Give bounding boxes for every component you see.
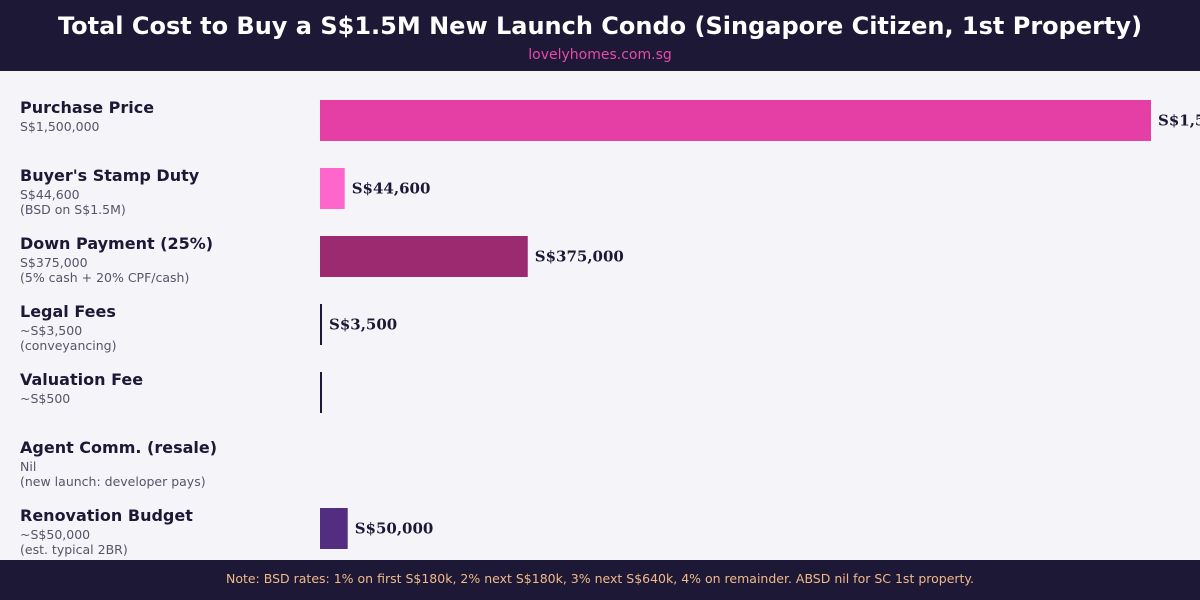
site-name: lovelyhomes.com.sg	[528, 47, 672, 63]
row-label: Agent Comm. (resale)	[20, 438, 217, 457]
row-label: Buyer's Stamp Duty	[20, 166, 200, 185]
row-sublabel: (est. typical 2BR)	[20, 542, 128, 557]
chart-row: Purchase Price S$1,500,000 S$1,500,000	[20, 98, 1200, 141]
chart-row: Agent Comm. (resale) Nil(new launch: deve…	[20, 438, 217, 489]
row-sublabel: (5% cash + 20% CPF/cash)	[20, 270, 189, 285]
bar	[320, 372, 322, 413]
bar-value-label: S$375,000	[535, 248, 624, 266]
bar	[320, 236, 528, 277]
bar-value-label: S$44,600	[352, 180, 431, 198]
row-sublabel: (conveyancing)	[20, 338, 116, 353]
row-label: Legal Fees	[20, 302, 116, 321]
row-sublabel: (BSD on S$1.5M)	[20, 202, 126, 217]
header: Total Cost to Buy a S$1.5M New Launch Co…	[0, 0, 1200, 71]
row-sublabel: S$44,600	[20, 187, 80, 202]
chart-row: Legal Fees ~S$3,500(conveyancing) S$3,500	[20, 302, 397, 353]
row-label: Down Payment (25%)	[20, 234, 213, 253]
row-sublabel: S$375,000	[20, 255, 88, 270]
chart-row: Valuation Fee ~S$500	[20, 370, 322, 413]
row-sublabel: Nil	[20, 459, 36, 474]
cost-bar-chart: Purchase Price S$1,500,000 S$1,500,000 Buye…	[20, 98, 1200, 557]
row-sublabel: ~S$50,000	[20, 527, 90, 542]
bar-value-label: S$1,500,000	[1158, 112, 1200, 130]
bar	[320, 100, 1151, 141]
row-sublabel: ~S$3,500	[20, 323, 82, 338]
row-label: Purchase Price	[20, 98, 154, 117]
row-label: Valuation Fee	[20, 370, 143, 389]
footnote: Note: BSD rates: 1% on first S$180k, 2% …	[225, 571, 975, 586]
bar-value-label: S$3,500	[329, 316, 397, 334]
bar	[320, 168, 345, 209]
bar	[320, 508, 348, 549]
bar-value-label: S$50,000	[355, 520, 434, 538]
row-sublabel: ~S$500	[20, 391, 70, 406]
row-sublabel: (new launch: developer pays)	[20, 474, 206, 489]
chart-title: Total Cost to Buy a S$1.5M New Launch Co…	[57, 12, 1143, 40]
row-sublabel: S$1,500,000	[20, 119, 100, 134]
bar	[320, 304, 322, 345]
chart-row: Down Payment (25%)S$375,000(5% cash + 20…	[20, 234, 624, 285]
row-label: Renovation Budget	[20, 506, 193, 525]
footer: Note: BSD rates: 1% on first S$180k, 2% …	[0, 560, 1200, 600]
chart-row: Renovation Budget ~S$50,000(est. typical …	[20, 506, 433, 557]
